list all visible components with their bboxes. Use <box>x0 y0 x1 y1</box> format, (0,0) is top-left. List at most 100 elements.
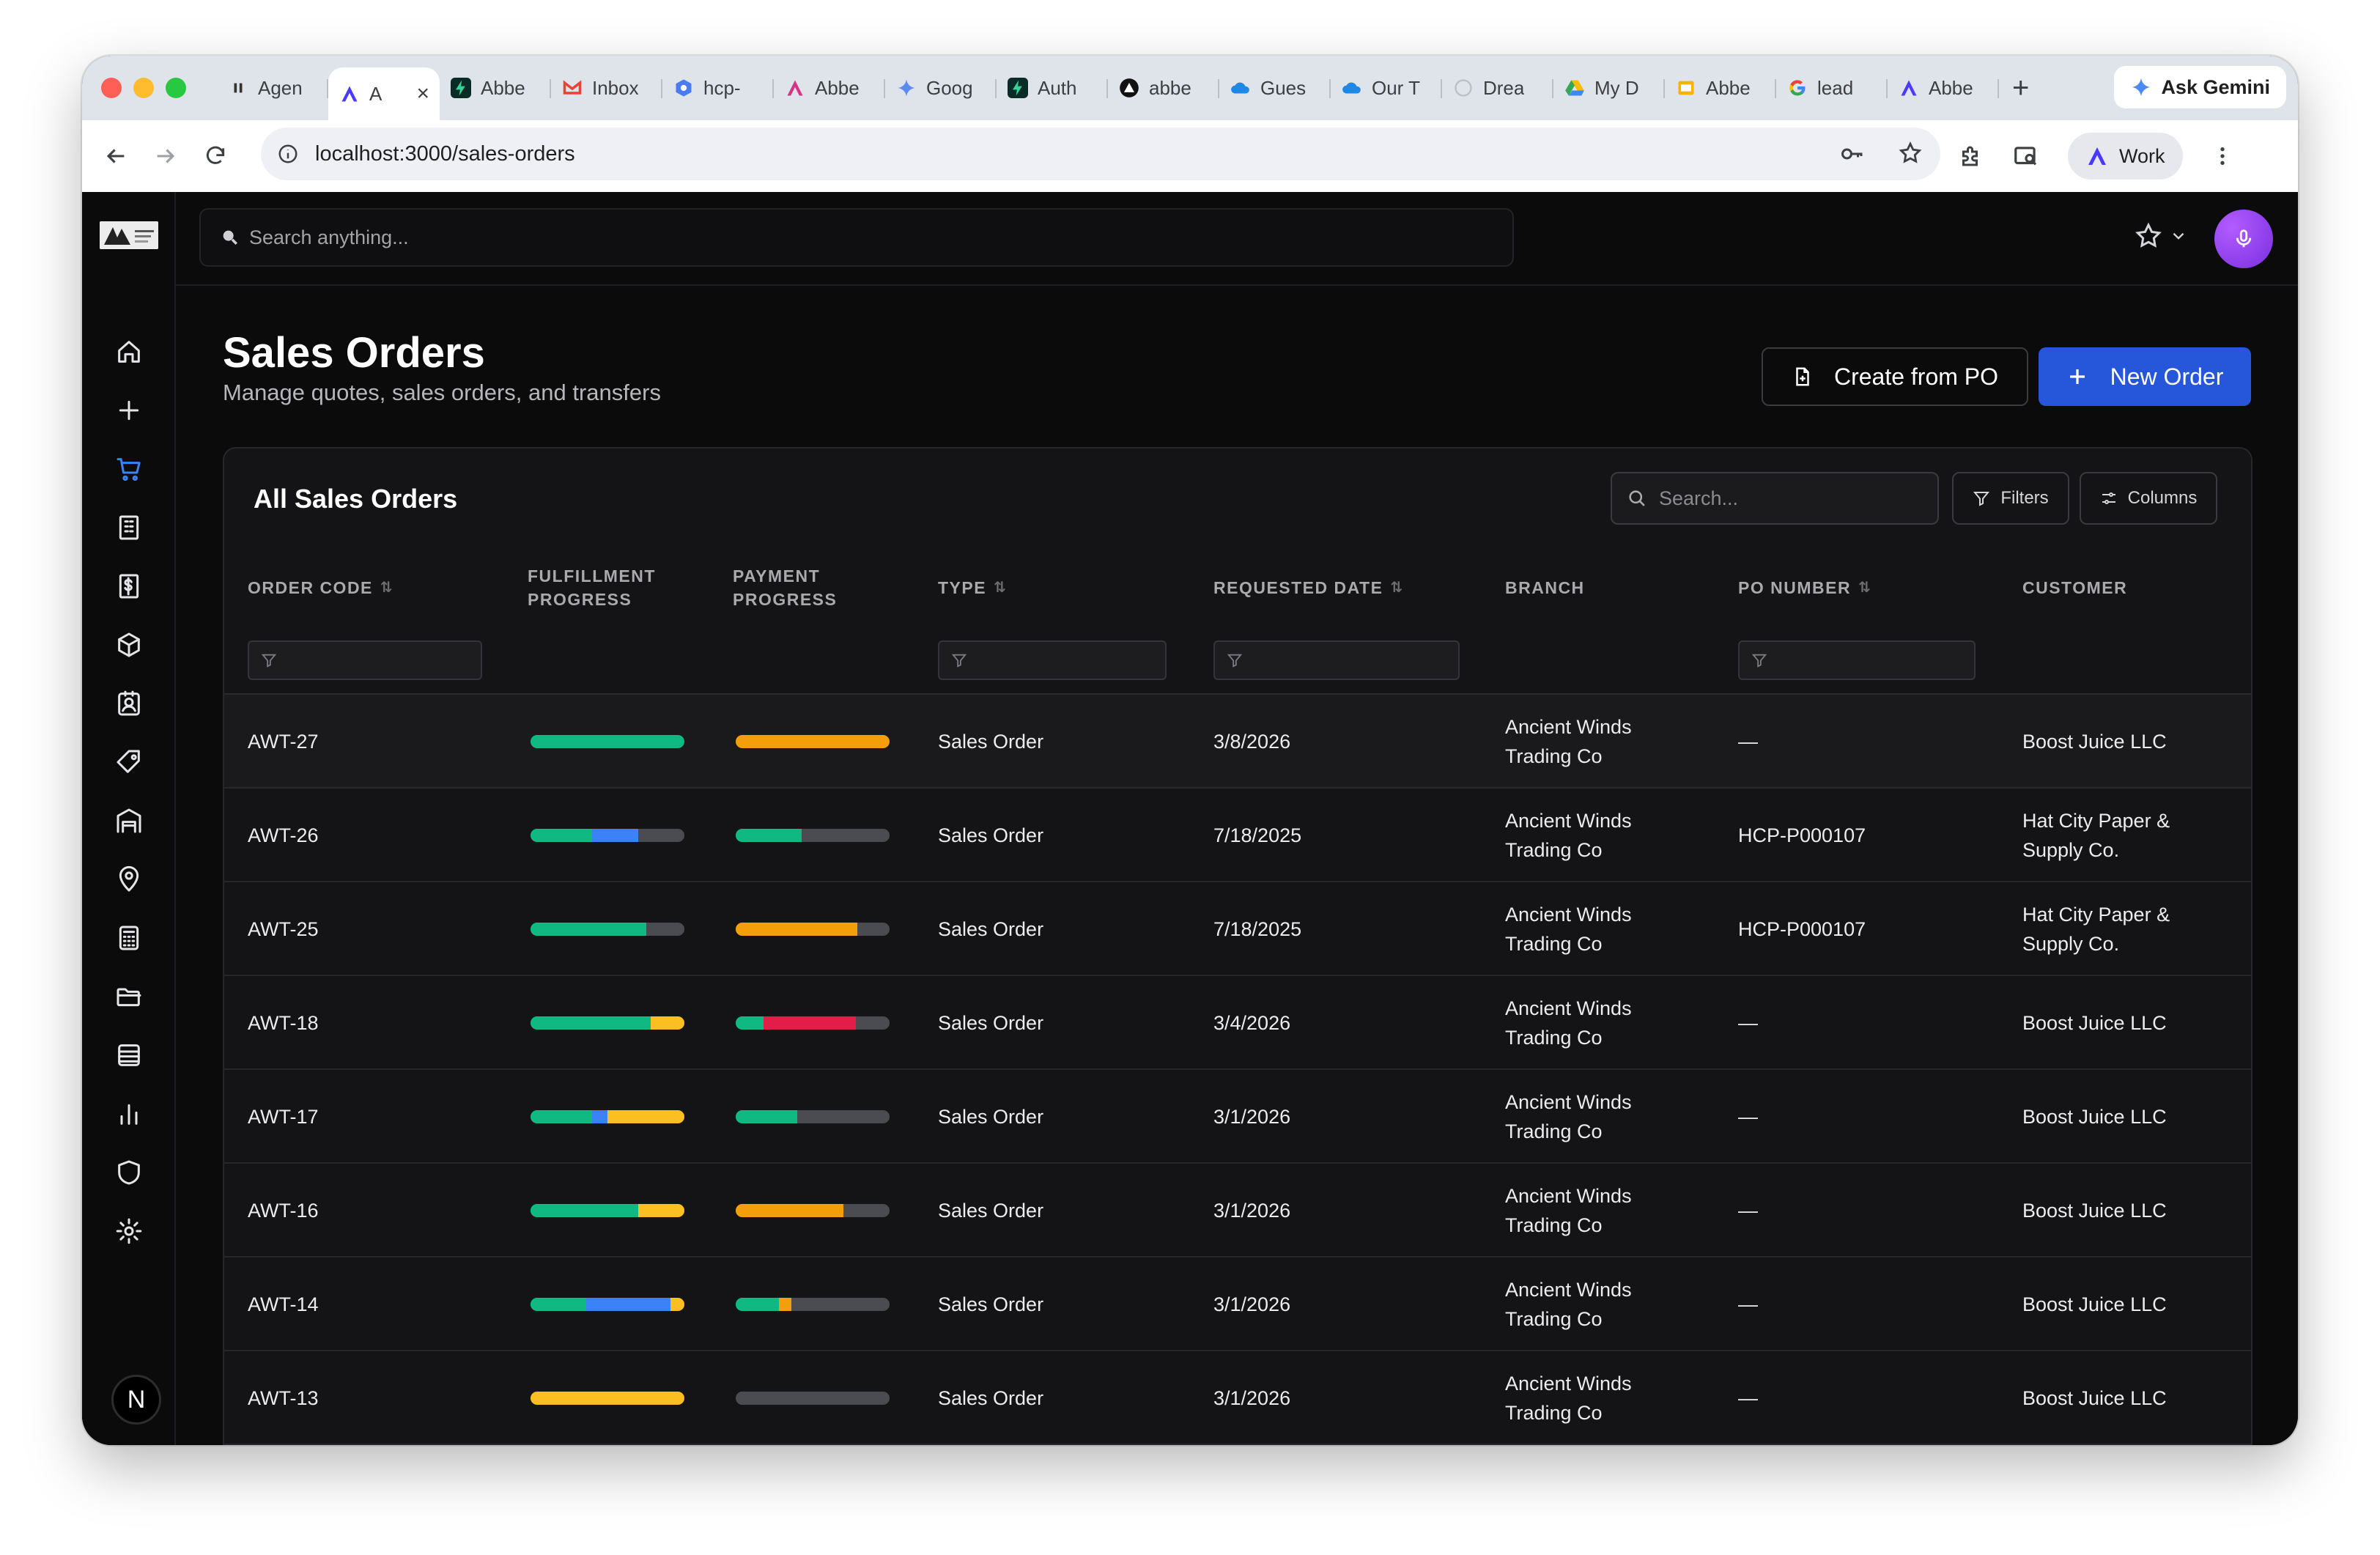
gemini-sparkle-icon <box>2132 78 2151 97</box>
profile-button[interactable]: Work <box>2068 133 2183 180</box>
browser-tab[interactable]: Our T <box>1331 67 1442 108</box>
sidebar-item-location[interactable] <box>82 850 176 909</box>
minimize-window-button[interactable] <box>133 78 154 98</box>
new-tab-button[interactable]: + <box>2012 71 2030 104</box>
sort-icon[interactable]: ⇅ <box>1858 580 1871 596</box>
google-icon <box>1786 77 1808 99</box>
sidebar-item-shield[interactable] <box>82 1143 176 1202</box>
header-customer: CUSTOMER <box>2022 576 2127 599</box>
table-row[interactable]: AWT-27 Sales Order 3/8/2026 Ancient Winds Tr… <box>224 695 2251 788</box>
browser-tab[interactable]: lead <box>1776 67 1888 108</box>
sidebar-item-plus[interactable] <box>82 381 176 440</box>
back-button[interactable] <box>100 140 132 172</box>
sidebar-item-building[interactable] <box>82 498 176 557</box>
sidebar-item-folder[interactable] <box>82 967 176 1026</box>
sort-icon[interactable]: ⇅ <box>1390 580 1403 596</box>
sidebar-item-home[interactable] <box>82 322 176 381</box>
global-search-input[interactable]: Search anything... <box>199 208 1514 267</box>
sidebar-item-cart[interactable] <box>82 440 176 498</box>
close-window-button[interactable] <box>101 78 122 98</box>
package-icon <box>118 632 140 657</box>
browser-tab[interactable]: abbe <box>1108 67 1219 108</box>
sidebar-item-tag[interactable] <box>82 733 176 791</box>
create-from-po-button[interactable]: Create from PO <box>1762 347 2028 406</box>
order-code-filter-input[interactable] <box>248 640 482 680</box>
sidebar-item-warehouse[interactable] <box>82 791 176 850</box>
browser-tab[interactable]: Drea <box>1442 67 1553 108</box>
table-row[interactable]: AWT-17 Sales Order 3/1/2026 Ancient Winds Tr… <box>224 1070 2251 1164</box>
table-row[interactable]: AWT-25 Sales Order 7/18/2025 Ancient Winds T… <box>224 882 2251 976</box>
table-row[interactable]: AWT-18 Sales Order 3/4/2026 Ancient Winds Tr… <box>224 976 2251 1070</box>
browser-tab[interactable]: Inbox <box>551 67 662 108</box>
browser-tab[interactable]: A × <box>328 67 440 120</box>
header-order-code[interactable]: ORDER CODE ⇅ <box>248 576 393 599</box>
header-order-code-label: ORDER CODE <box>248 578 373 597</box>
arrow-right-icon <box>157 149 175 163</box>
po-number-cell: — <box>1738 1386 1758 1409</box>
reload-button[interactable] <box>199 140 232 172</box>
sidebar-item-calculator[interactable] <box>82 909 176 967</box>
browser-tab[interactable]: Goog <box>885 67 997 108</box>
site-info-icon[interactable] <box>277 143 299 165</box>
type-filter-input[interactable] <box>938 640 1167 680</box>
browser-tab[interactable]: Auth <box>997 67 1108 108</box>
requested-date-filter-input[interactable] <box>1213 640 1460 680</box>
browser-tab[interactable]: Agen <box>217 67 328 108</box>
voice-assistant-button[interactable] <box>2214 210 2273 268</box>
po-number-filter-input[interactable] <box>1738 640 1976 680</box>
sidebar-item-invoice[interactable] <box>82 557 176 616</box>
customer-cell-line1: Hat City Paper & <box>2022 810 2170 832</box>
sidebar-item-archive[interactable] <box>82 1026 176 1085</box>
reload-icon <box>206 146 225 164</box>
browser-tab[interactable]: Abbe <box>440 67 551 108</box>
progress-segment-green <box>531 1204 638 1217</box>
filters-button[interactable]: Filters <box>1952 472 2069 525</box>
bookmark-star-icon[interactable] <box>1898 141 1923 166</box>
sort-icon[interactable]: ⇅ <box>994 580 1006 596</box>
browser-tab[interactable]: My D <box>1553 67 1665 108</box>
tab-title: Gues <box>1260 76 1307 99</box>
sort-icon[interactable]: ⇅ <box>380 580 393 596</box>
maximize-window-button[interactable] <box>166 78 186 98</box>
company-logo[interactable] <box>100 221 158 249</box>
new-order-button[interactable]: New Order <box>2039 347 2251 406</box>
plus-icon <box>2069 369 2085 384</box>
browser-tab[interactable]: Abbe <box>774 67 885 108</box>
table-row[interactable]: AWT-16 Sales Order 3/1/2026 Ancient Winds Tr… <box>224 1164 2251 1257</box>
ask-gemini-label: Ask Gemini <box>2161 75 2270 98</box>
user-avatar[interactable]: N <box>111 1375 161 1425</box>
favorites-dropdown[interactable] <box>2134 221 2188 251</box>
fulfillment-progress-bar <box>531 829 684 842</box>
browser-tab[interactable]: Abbe <box>1665 67 1776 108</box>
gemini-icon <box>895 77 917 99</box>
extensions-puzzle-icon[interactable] <box>1958 143 1984 169</box>
password-key-icon[interactable] <box>1839 141 1866 167</box>
sidebar-item-package[interactable] <box>82 616 176 674</box>
table-row[interactable]: AWT-14 Sales Order 3/1/2026 Ancient Winds Tr… <box>224 1257 2251 1351</box>
tab-title: Abbe <box>481 76 525 99</box>
more-menu-icon[interactable] <box>2211 144 2234 168</box>
columns-button[interactable]: Columns <box>2080 472 2217 525</box>
address-bar[interactable]: localhost:3000/sales-orders <box>261 128 1940 180</box>
sidebar-item-gear[interactable] <box>82 1202 176 1260</box>
header-type[interactable]: TYPE ⇅ <box>938 576 1006 599</box>
browser-tab[interactable]: Abbe <box>1888 67 1999 108</box>
close-tab-icon[interactable]: × <box>416 81 429 106</box>
header-requested-date[interactable]: REQUESTED DATE ⇅ <box>1213 576 1402 599</box>
browser-tab[interactable]: hcp- <box>662 67 774 108</box>
table-search-input[interactable]: Search... <box>1611 472 1939 525</box>
tab-search-icon[interactable] <box>2012 142 2040 170</box>
sidebar: N <box>82 192 176 1445</box>
progress-segment-orange <box>778 1298 791 1311</box>
bolt-icon <box>1007 77 1029 99</box>
building-icon <box>119 515 139 540</box>
table-row[interactable]: AWT-26 Sales Order 7/18/2025 Ancient Winds T… <box>224 788 2251 882</box>
sidebar-item-contact[interactable] <box>82 674 176 733</box>
browser-tab[interactable]: Gues <box>1219 67 1331 108</box>
table-row[interactable]: AWT-13 Sales Order 3/1/2026 Ancient Winds Tr… <box>224 1351 2251 1445</box>
forward-button[interactable] <box>149 140 182 172</box>
ask-gemini-button[interactable]: Ask Gemini <box>2114 66 2286 108</box>
sidebar-item-bar-chart[interactable] <box>82 1085 176 1143</box>
header-po-number[interactable]: PO NUMBER ⇅ <box>1738 576 1871 599</box>
progress-segment-blue <box>592 829 638 842</box>
